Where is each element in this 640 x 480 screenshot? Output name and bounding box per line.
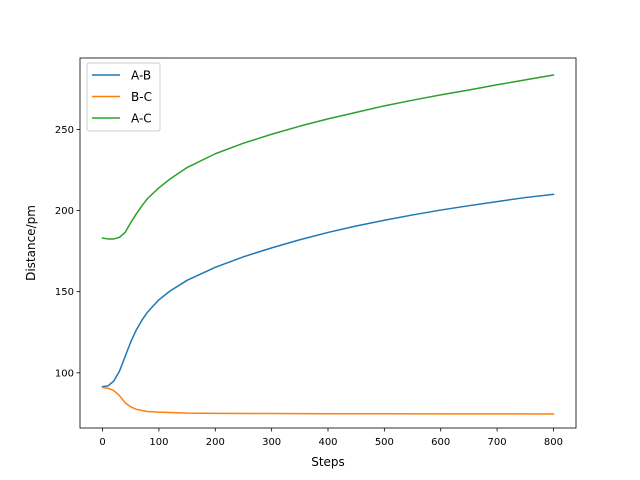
y-tick-label: 250	[55, 125, 74, 136]
y-tick-label: 100	[55, 368, 74, 379]
x-tick-label: 800	[544, 437, 563, 448]
y-axis-ticks: 100 150 200 250	[55, 125, 80, 379]
x-tick-label: 200	[206, 437, 225, 448]
y-axis-label: Distance/pm	[24, 205, 38, 281]
legend-label-a-c: A-C	[131, 112, 152, 126]
series-layer	[101, 74, 555, 415]
legend-box	[86, 62, 161, 132]
x-tick-label: 400	[318, 437, 337, 448]
series-line-a-c	[101, 74, 555, 240]
series-line-a-b	[101, 193, 555, 388]
x-axis-ticks: 0 100 200 300 400 500 600 700 800	[99, 428, 563, 448]
y-tick-label: 150	[55, 287, 74, 298]
legend-items: A-B B-C A-C	[92, 69, 152, 126]
x-tick-label: 600	[431, 437, 450, 448]
plot-area: 0 100 200 300 400 500 600 700 800 100 150 200 250	[55, 57, 577, 448]
x-tick-label: 100	[149, 437, 168, 448]
y-tick-label: 200	[55, 206, 74, 217]
x-tick-label: 500	[375, 437, 394, 448]
x-axis-label: Steps	[311, 455, 345, 469]
x-tick-label: 700	[488, 437, 507, 448]
x-tick-label: 0	[99, 437, 105, 448]
legend: A-B B-C A-C	[86, 62, 161, 132]
x-tick-label: 300	[262, 437, 281, 448]
legend-label-a-b: A-B	[131, 69, 151, 83]
legend-label-b-c: B-C	[131, 90, 152, 104]
series-line-b-c	[101, 386, 555, 415]
axes-background	[80, 58, 576, 428]
